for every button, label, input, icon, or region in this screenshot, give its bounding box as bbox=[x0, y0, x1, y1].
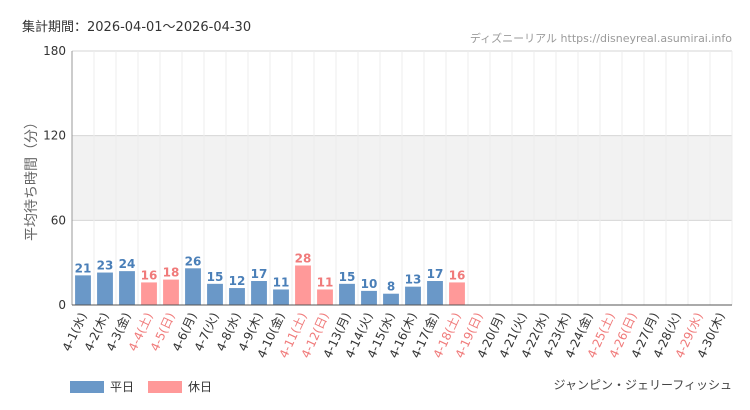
value-label-4-1(水): 21 bbox=[75, 261, 92, 275]
y-axis-title: 平均待ち時間（分） bbox=[24, 115, 40, 241]
value-label-4-14(火): 10 bbox=[361, 277, 378, 291]
bar-4-17(金) bbox=[427, 281, 443, 305]
bar-4-13(月) bbox=[339, 283, 355, 305]
period-label: 集計期間：2026-04-01～2026-04-30 bbox=[22, 20, 252, 35]
value-label-4-4(土): 16 bbox=[141, 268, 158, 282]
value-label-4-10(金): 11 bbox=[273, 275, 290, 289]
bar-4-8(水) bbox=[229, 288, 245, 305]
value-label-4-17(金): 17 bbox=[427, 267, 444, 281]
value-label-4-7(火): 15 bbox=[207, 270, 224, 284]
value-label-4-8(水): 12 bbox=[229, 274, 246, 288]
value-label-4-13(月): 15 bbox=[339, 270, 356, 284]
bar-4-16(木) bbox=[405, 286, 421, 305]
value-label-4-2(木): 23 bbox=[97, 259, 114, 273]
value-label-4-18(土): 16 bbox=[449, 268, 466, 282]
bar-4-7(火) bbox=[207, 283, 223, 305]
legend-item-weekday[interactable]: 平日 bbox=[70, 378, 134, 395]
bar-4-1(水) bbox=[75, 275, 91, 305]
legend-swatch-holiday bbox=[148, 380, 183, 393]
y-tick-label-120: 120 bbox=[43, 129, 66, 143]
y-tick-label-60: 60 bbox=[51, 213, 66, 227]
legend-label-weekday: 平日 bbox=[110, 380, 135, 394]
value-label-4-12(日): 11 bbox=[317, 275, 334, 289]
attraction-name: ジャンピン・ジェリーフィッシュ bbox=[553, 378, 732, 392]
value-label-4-9(木): 17 bbox=[251, 267, 268, 281]
legend-item-holiday[interactable]: 休日 bbox=[148, 378, 212, 395]
bar-4-3(金) bbox=[119, 271, 135, 305]
value-label-4-16(木): 13 bbox=[405, 273, 422, 287]
value-label-4-5(日): 18 bbox=[163, 266, 180, 280]
bar-4-12(日) bbox=[317, 289, 333, 305]
y-tick-label-0: 0 bbox=[58, 298, 66, 312]
bar-4-2(木) bbox=[97, 272, 113, 305]
value-label-4-6(月): 26 bbox=[185, 254, 202, 268]
bar-4-6(月) bbox=[185, 268, 201, 305]
legend: 平日 休日 bbox=[70, 378, 226, 395]
value-label-4-11(土): 28 bbox=[295, 251, 312, 265]
bar-4-4(土) bbox=[141, 282, 157, 305]
y-tick-label-180: 180 bbox=[43, 44, 66, 58]
bar-4-9(木) bbox=[251, 281, 267, 305]
bar-4-11(土) bbox=[295, 265, 311, 305]
bar-4-5(日) bbox=[163, 279, 179, 305]
legend-label-holiday: 休日 bbox=[188, 380, 213, 394]
bar-4-15(水) bbox=[383, 293, 399, 305]
value-label-4-3(金): 24 bbox=[119, 257, 136, 271]
bar-4-10(金) bbox=[273, 289, 289, 305]
site-credit[interactable]: ディズニーリアル https://disneyreal.asumirai.inf… bbox=[469, 32, 732, 45]
bar-4-18(土) bbox=[449, 282, 465, 305]
legend-swatch-weekday bbox=[70, 380, 104, 393]
bar-4-14(火) bbox=[361, 290, 377, 305]
value-label-4-15(水): 8 bbox=[387, 280, 395, 294]
